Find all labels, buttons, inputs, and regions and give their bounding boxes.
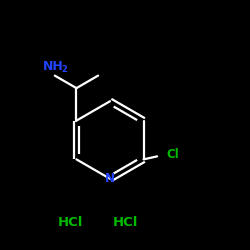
Text: HCl: HCl [112,216,138,229]
Text: N: N [105,172,115,185]
Text: 2: 2 [62,65,68,74]
Text: HCl: HCl [57,216,83,229]
Text: NH: NH [43,60,64,73]
Text: Cl: Cl [166,148,179,161]
